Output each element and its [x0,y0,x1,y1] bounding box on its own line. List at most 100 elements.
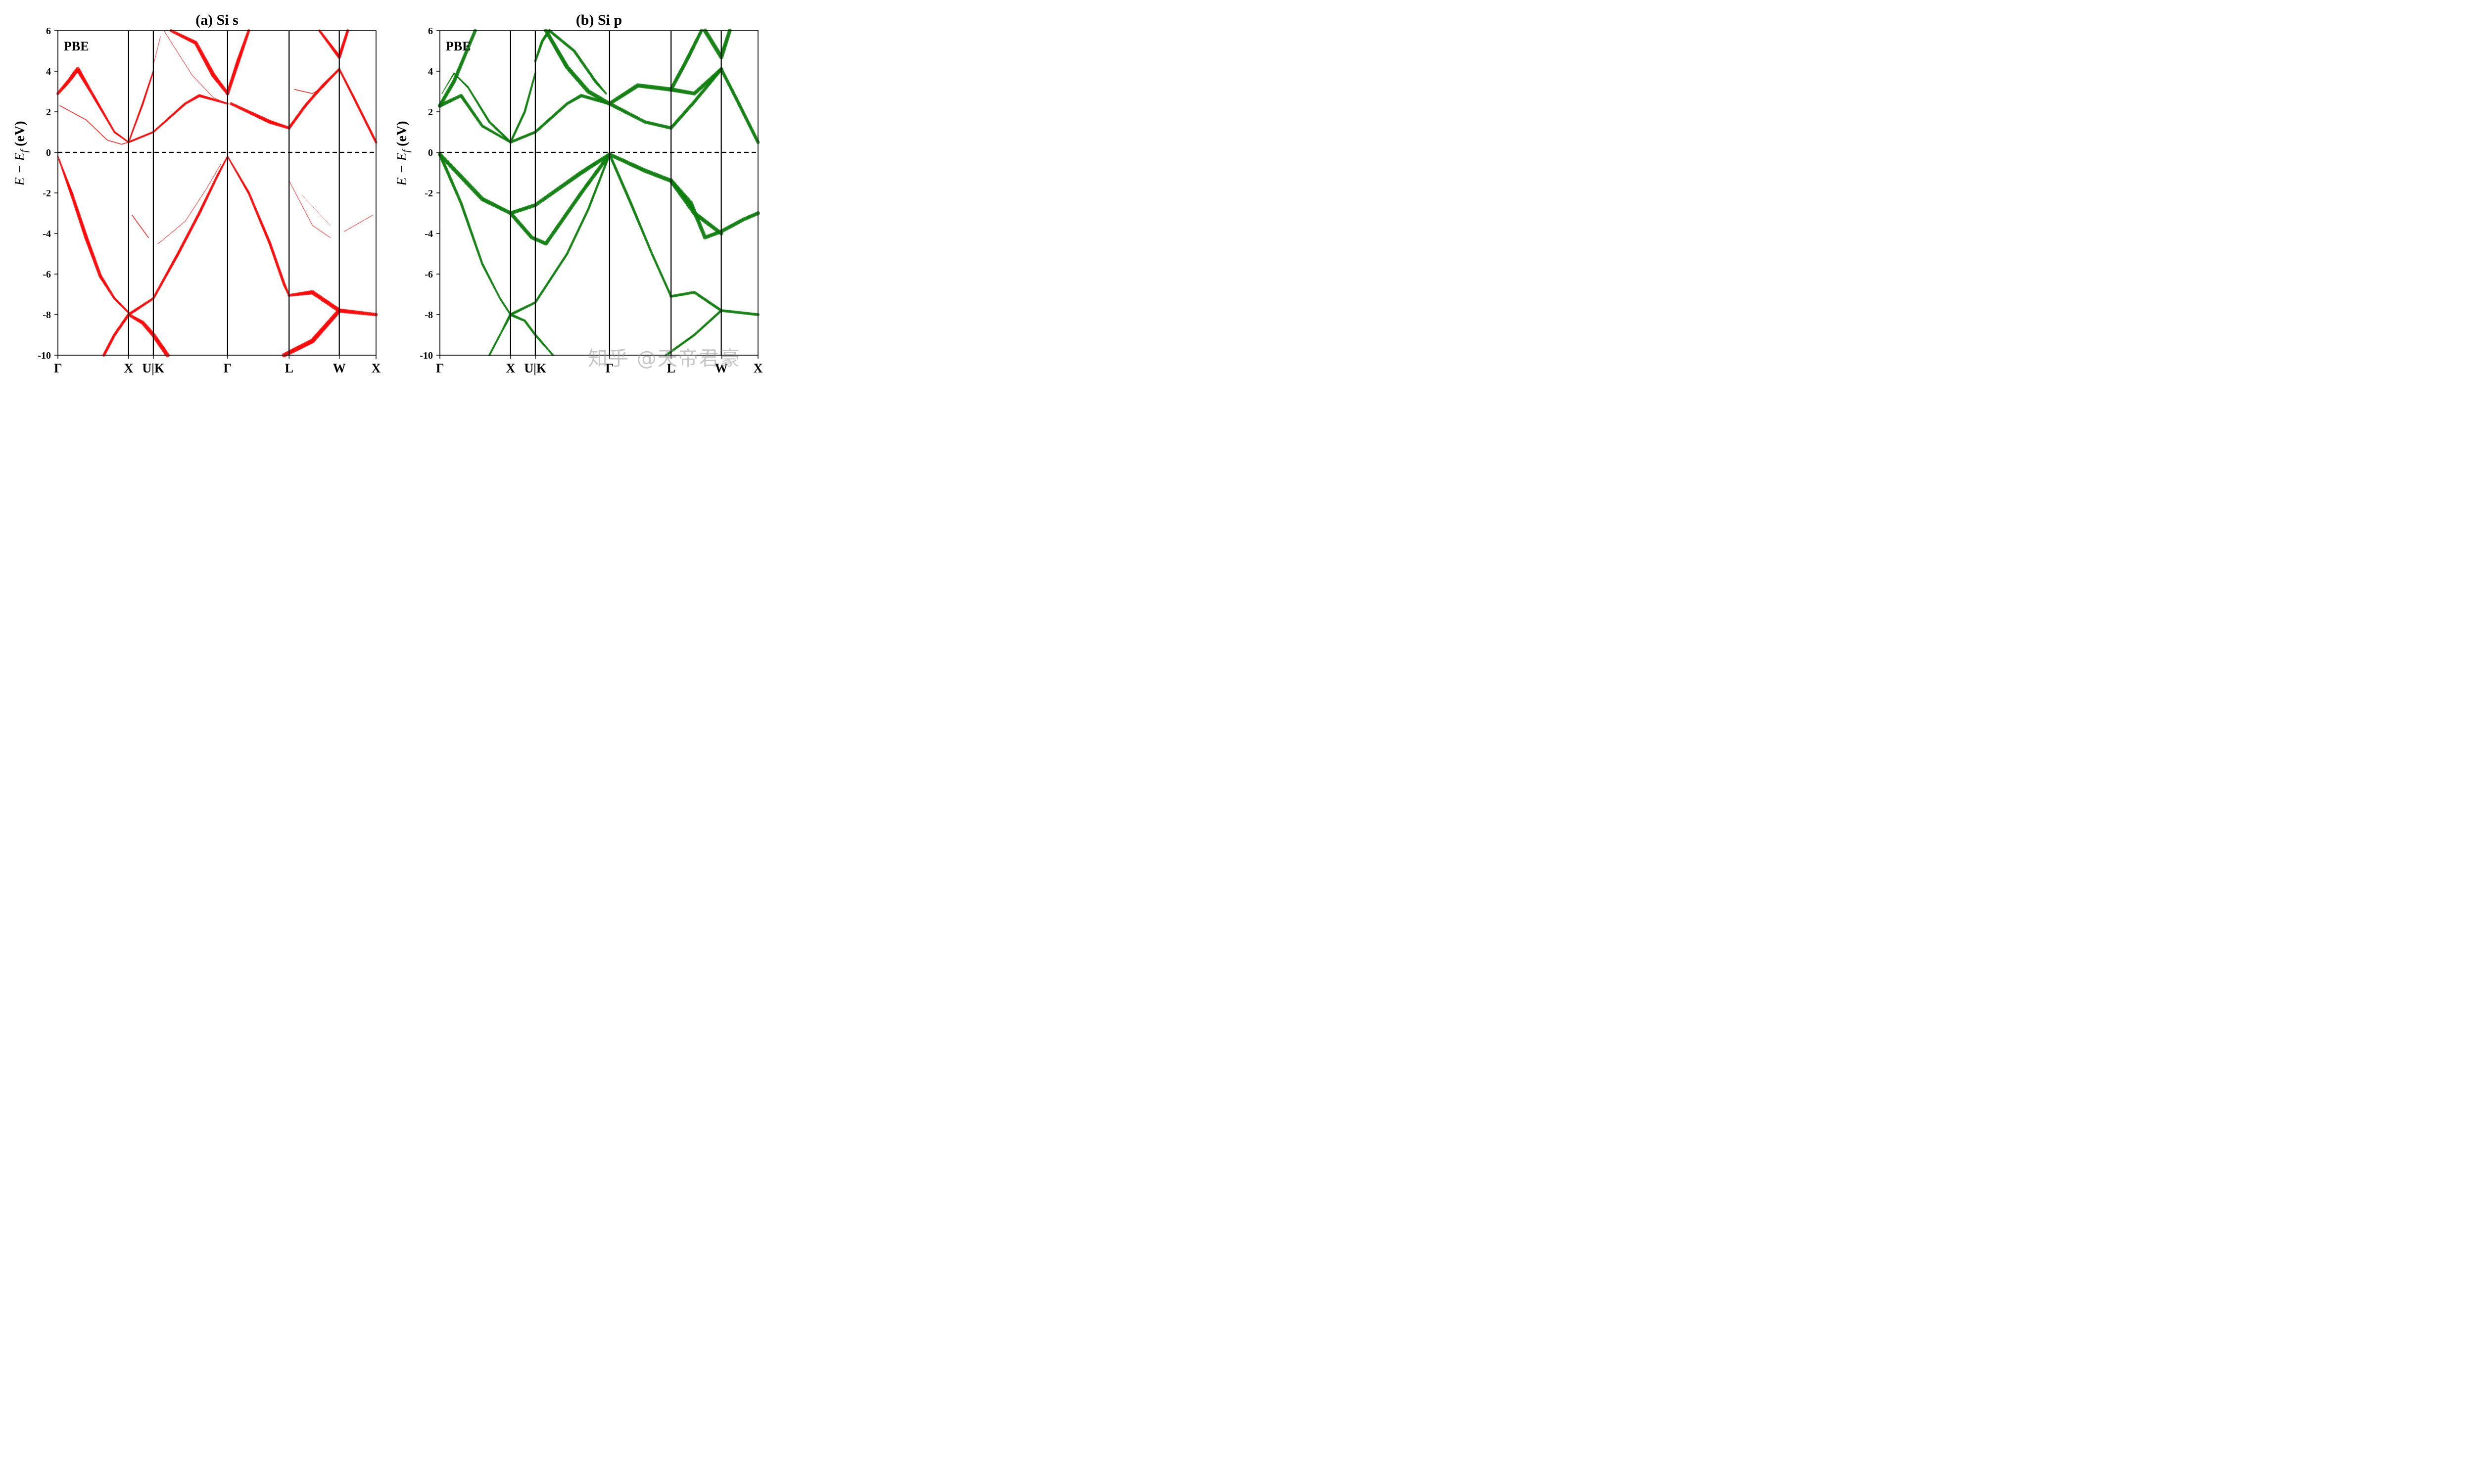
band-point [177,51,178,52]
band-point [156,51,157,52]
x-tick-label: Γ [606,361,614,375]
band-point [304,211,306,212]
band-point [317,228,318,230]
band-point [290,184,291,185]
band-point [163,238,164,240]
band-point [218,167,219,169]
band-point [358,223,359,224]
band-point [192,209,193,210]
band-point [159,39,160,41]
band-point [110,140,112,142]
band-point [108,140,109,141]
band-point [159,41,160,42]
band-point [177,52,179,53]
band-point [186,218,188,219]
band-point [201,195,202,197]
band-point [179,55,180,56]
band-point [299,90,300,91]
band-point [300,202,301,204]
band-point [194,205,196,207]
band-point [204,88,205,89]
band-point [299,90,301,92]
band-point [214,173,216,175]
band-point [206,187,207,189]
band-point [352,226,353,228]
band-point [208,184,209,186]
band-point [302,91,303,92]
band-point [113,141,114,142]
band-point [310,221,311,222]
band-point [165,32,166,33]
band-point [169,40,171,41]
band-point [327,235,328,236]
band-point [220,164,221,165]
band-point [201,85,202,86]
band-point [295,193,296,194]
band-point [360,222,361,223]
band-point [156,51,157,53]
band-point [205,189,206,191]
band-point [292,188,294,189]
y-tick-label: -6 [43,269,51,280]
band-point [326,221,327,222]
band-point [185,65,187,66]
band-point [154,57,156,59]
band-point [310,221,311,223]
band-point [156,50,157,51]
band-point [311,224,312,225]
band-point [305,212,306,213]
band-point [204,190,206,191]
band-point [210,180,212,182]
band-point [294,190,295,192]
band-point [160,241,161,242]
y-tick-label: 4 [428,66,433,77]
band-point [214,97,215,99]
band-point [184,62,185,63]
band-point [294,89,295,90]
band-point [295,89,296,91]
y-tick-label: 2 [46,107,51,118]
band-point [299,200,300,201]
band-point [211,180,212,181]
band-point [164,237,165,239]
band-point [164,31,165,33]
band-point [212,96,213,97]
panel-a: Γ X U|K Γ L W X 6 4 2 0 -2 -4 -6 -8 -10 (a) Si s PBE E − E… [12,12,381,375]
band-point [319,230,321,231]
band-point [306,214,308,216]
band-point [291,186,292,187]
band-point [203,193,204,194]
band-point [174,230,175,231]
band-point [318,229,319,231]
band-point [212,178,213,180]
band-point [343,231,345,232]
band-point [296,194,297,195]
band-point [311,223,312,224]
band-point [155,55,156,56]
band-point [199,82,200,83]
band-point [181,58,182,59]
band-point [188,68,189,69]
band-point [214,175,215,176]
band-point [158,45,159,46]
band-point [177,227,179,228]
bands [438,28,760,357]
band-point [207,186,208,187]
band-point [290,185,292,186]
band-point [196,202,198,203]
band-point [358,222,360,224]
band-point [206,187,208,188]
band-point [295,192,296,193]
band-point [178,226,179,228]
band-point [319,230,320,231]
band-point [193,207,195,208]
band-point [304,91,305,93]
band-point [192,209,193,211]
band-point [180,57,182,58]
band-point [293,188,294,190]
band-point [203,87,205,89]
band-point [366,218,367,219]
band-point [363,220,364,221]
x-tick-label: L [285,361,293,375]
band-point [293,189,294,190]
